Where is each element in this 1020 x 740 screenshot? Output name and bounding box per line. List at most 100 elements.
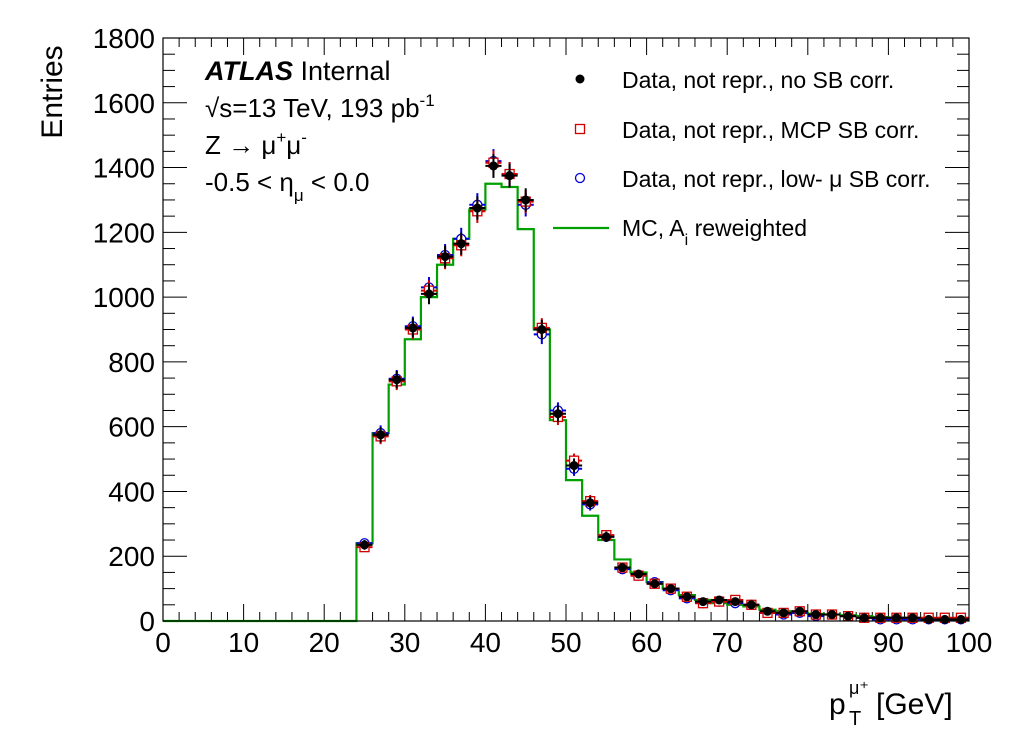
data-point bbox=[408, 323, 418, 333]
data-point bbox=[763, 606, 772, 616]
data-point bbox=[859, 613, 869, 623]
legend-label-mc: MC, Ai reweighted bbox=[622, 215, 807, 249]
internal-label: Internal bbox=[293, 56, 391, 86]
atlas-label: ATLAS bbox=[204, 56, 293, 86]
data-point bbox=[795, 606, 805, 616]
x-tick-label: 30 bbox=[389, 627, 420, 658]
x-tick-label: 0 bbox=[155, 627, 171, 658]
process-sup2: - bbox=[301, 128, 307, 147]
data-point bbox=[521, 195, 531, 205]
data-point bbox=[537, 325, 547, 334]
data-point bbox=[666, 584, 676, 594]
legend-marker-dot bbox=[575, 74, 585, 84]
x-axis-label-unit: [GeV] bbox=[876, 688, 953, 721]
data-point bbox=[908, 613, 918, 623]
y-tick-labels: 0 200 400 600 800 1000 1200 1400 1600 1800 bbox=[93, 23, 155, 637]
data-point bbox=[875, 613, 885, 623]
sqrt-symbol: √ bbox=[205, 93, 220, 123]
y-tick-label: 1800 bbox=[93, 23, 155, 54]
y-tick-label: 1000 bbox=[93, 282, 155, 313]
data-point bbox=[634, 569, 644, 579]
legend: Data, not repr., no SB corr. Data, not r… bbox=[553, 67, 931, 249]
data-point bbox=[376, 430, 386, 440]
legend-label-nocorr: Data, not repr., no SB corr. bbox=[622, 67, 894, 93]
data-point bbox=[779, 608, 789, 618]
legend-entry-data-mcp: Data, not repr., MCP SB corr. bbox=[574, 117, 919, 143]
x-tick-label: 20 bbox=[309, 627, 340, 658]
x-tick-label: 100 bbox=[946, 627, 993, 658]
data-point bbox=[617, 563, 627, 573]
data-point bbox=[488, 161, 498, 171]
process-label: Z → μ+μ- bbox=[205, 128, 307, 160]
process-text: Z → μ bbox=[205, 130, 276, 160]
legend-label-lowmu: Data, not repr., low- μ SB corr. bbox=[622, 166, 931, 192]
data-point bbox=[585, 498, 595, 508]
x-axis-label-sup: μ⁺ bbox=[849, 678, 869, 698]
y-tick-label: 1600 bbox=[93, 88, 155, 119]
legend-label-mcp: Data, not repr., MCP SB corr. bbox=[622, 117, 919, 143]
x-axis-label: p μ⁺ T [GeV] bbox=[829, 678, 953, 730]
series-data_nocorr bbox=[356, 153, 969, 624]
data-point bbox=[827, 610, 837, 620]
y-tick-label: 800 bbox=[108, 347, 155, 378]
legend-entry-data-lowmu: Data, not repr., low- μ SB corr. bbox=[574, 166, 931, 192]
legend-mc-rest: reweighted bbox=[688, 215, 807, 241]
data-point bbox=[360, 540, 369, 550]
energy-text: s=13 TeV, 193 pb bbox=[219, 93, 419, 123]
y-tick-label: 400 bbox=[108, 476, 155, 507]
x-axis-label-sub: T bbox=[849, 708, 861, 730]
x-tick-labels: 0 10 20 30 40 50 60 70 80 90 100 bbox=[155, 627, 992, 658]
data-point bbox=[424, 289, 434, 299]
data-point bbox=[440, 252, 450, 262]
data-point bbox=[505, 171, 515, 181]
data-point bbox=[569, 461, 579, 471]
legend-marker-square bbox=[574, 123, 586, 135]
data-point bbox=[746, 600, 756, 610]
x-tick-label: 80 bbox=[792, 627, 823, 658]
data-point bbox=[956, 614, 966, 624]
atlas-annotation: ATLAS Internal √s=13 TeV, 193 pb-1 Z → μ… bbox=[204, 56, 435, 205]
y-tick-label: 1400 bbox=[93, 153, 155, 184]
x-tick-label: 40 bbox=[470, 627, 501, 658]
data-point bbox=[924, 614, 934, 624]
plot-frame bbox=[162, 37, 970, 622]
data-point bbox=[553, 409, 563, 419]
data-point bbox=[601, 532, 611, 542]
y-tick-label: 600 bbox=[108, 412, 155, 443]
x-tick-label: 70 bbox=[712, 627, 743, 658]
energy-sup: -1 bbox=[420, 91, 435, 110]
data-point bbox=[456, 239, 466, 249]
legend-entry-mc: MC, Ai reweighted bbox=[553, 215, 807, 249]
legend-mc-main: MC, A bbox=[622, 215, 685, 241]
legend-entry-data-nocorr: Data, not repr., no SB corr. bbox=[575, 67, 894, 93]
data-point bbox=[891, 613, 901, 623]
eta-right: < 0.0 bbox=[304, 167, 370, 197]
legend-marker-circle bbox=[574, 172, 586, 184]
x-tick-label: 10 bbox=[228, 627, 259, 658]
svg-text:ATLAS Internal: ATLAS Internal bbox=[204, 56, 391, 86]
x-tick-label: 50 bbox=[550, 627, 581, 658]
energy-label: √s=13 TeV, 193 pb-1 bbox=[205, 91, 435, 123]
data-point bbox=[843, 611, 853, 621]
data-point bbox=[811, 610, 821, 620]
data-point bbox=[392, 375, 402, 385]
x-tick-label: 60 bbox=[631, 627, 662, 658]
x-tick-label: 90 bbox=[873, 627, 904, 658]
data-point bbox=[730, 597, 740, 607]
y-axis-label: Entries bbox=[36, 45, 69, 138]
y-tick-label: 200 bbox=[108, 541, 155, 572]
eta-left: -0.5 < η bbox=[205, 167, 294, 197]
data-point bbox=[714, 595, 724, 605]
eta-sub: μ bbox=[294, 186, 304, 205]
eta-label: -0.5 < ημ < 0.0 bbox=[205, 167, 369, 205]
legend-mc-sub: i bbox=[685, 232, 689, 249]
process-mu2: μ bbox=[286, 130, 301, 160]
data-point bbox=[472, 203, 482, 213]
data-points bbox=[356, 149, 969, 625]
x-axis-label-main: p bbox=[829, 688, 846, 721]
y-tick-label: 0 bbox=[139, 606, 155, 637]
data-point bbox=[940, 614, 950, 624]
process-sup1: + bbox=[276, 128, 286, 147]
data-point bbox=[682, 592, 692, 602]
